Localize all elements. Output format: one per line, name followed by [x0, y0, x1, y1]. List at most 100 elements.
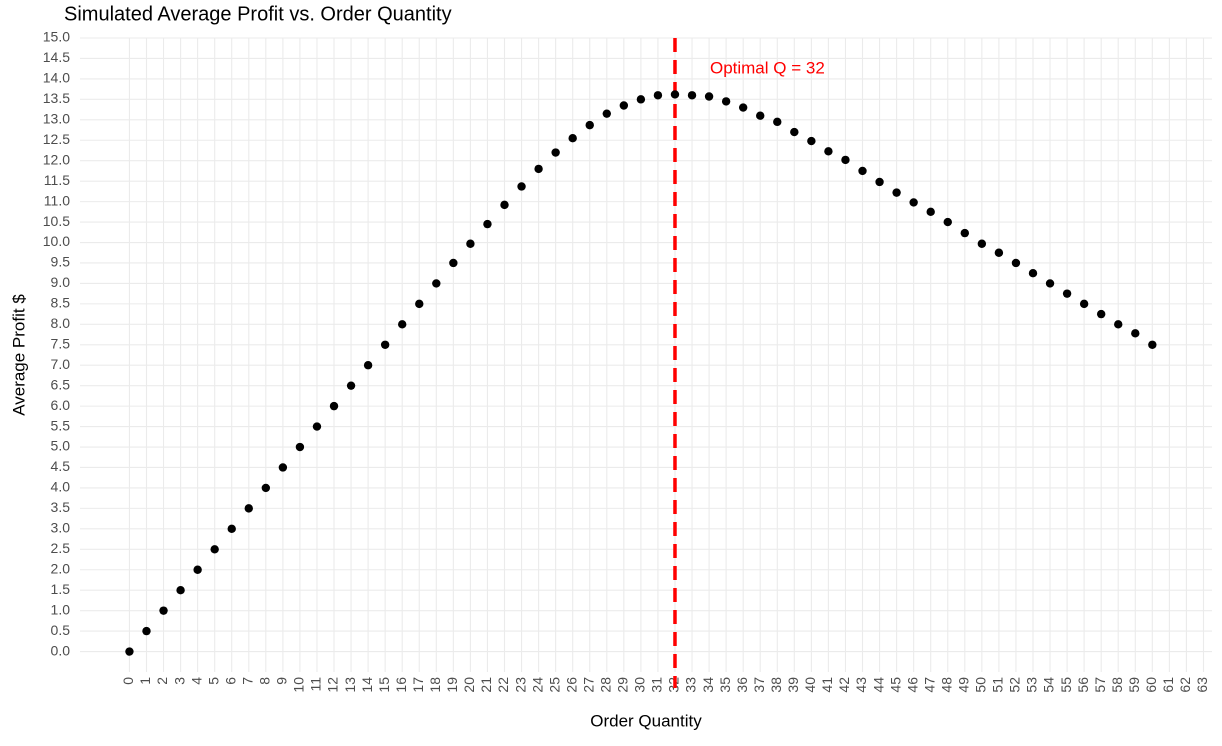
x-tick-label: 5 — [205, 677, 221, 685]
point — [960, 228, 970, 238]
y-tick-label: 12.5 — [43, 131, 70, 147]
x-tick-label: 37 — [751, 677, 767, 693]
x-tick-label: 53 — [1024, 677, 1040, 693]
point — [909, 198, 918, 207]
point — [926, 207, 935, 217]
y-tick-label: 5.5 — [51, 417, 71, 433]
x-tick-label: 46 — [904, 677, 920, 693]
point — [363, 361, 373, 370]
point — [125, 647, 134, 656]
x-tick-label: 16 — [393, 677, 409, 693]
point — [449, 258, 458, 268]
x-tick-label: 13 — [342, 677, 358, 693]
x-tick-label: 11 — [308, 677, 324, 692]
x-tick-label: 35 — [717, 677, 733, 693]
x-tick-label: 47 — [921, 677, 937, 693]
x-tick-label: 26 — [563, 677, 579, 693]
point — [1148, 340, 1157, 349]
y-tick-label: 5.0 — [51, 438, 71, 454]
x-tick-label: 25 — [546, 677, 562, 693]
y-tick-label: 13.0 — [43, 111, 70, 127]
point — [380, 340, 390, 349]
x-tick-label: 34 — [700, 677, 716, 693]
y-tick-label: 2.5 — [51, 540, 71, 556]
point — [432, 279, 441, 288]
y-tick-label: 8.5 — [51, 295, 71, 311]
x-tick-label: 38 — [768, 677, 784, 693]
point — [568, 134, 577, 143]
point — [551, 148, 560, 157]
x-tick-label: 4 — [188, 677, 204, 685]
x-tick-label: 24 — [529, 677, 545, 693]
point — [534, 164, 543, 174]
y-tick-label: 8.0 — [51, 315, 71, 331]
x-tick-label: 40 — [802, 677, 818, 693]
x-tick-label: 60 — [1143, 677, 1159, 693]
y-tick-label: 0.0 — [51, 642, 71, 658]
x-axis-title: Order Quantity — [590, 711, 702, 730]
y-tick-label: 1.5 — [51, 581, 71, 597]
y-tick-label: 3.0 — [51, 520, 71, 536]
x-tick-label: 33 — [683, 677, 699, 693]
point — [653, 91, 663, 100]
x-tick-label: 0 — [120, 677, 136, 685]
x-tick-label: 48 — [938, 677, 954, 693]
x-tick-label: 61 — [1160, 677, 1176, 693]
x-tick-label: 39 — [785, 677, 801, 693]
x-tick-label: 28 — [597, 677, 613, 693]
point — [1045, 279, 1055, 288]
x-tick-label: 1 — [137, 677, 153, 685]
x-tick-label: 22 — [495, 677, 511, 693]
y-tick-label: 1.0 — [51, 601, 71, 617]
point — [261, 483, 271, 493]
point — [193, 565, 202, 574]
point — [329, 401, 339, 411]
x-tick-label: 10 — [291, 677, 307, 693]
point — [994, 248, 1004, 257]
y-tick-label: 12.0 — [43, 151, 70, 167]
x-tick-label: 20 — [461, 677, 477, 693]
y-tick-label: 4.5 — [51, 458, 71, 474]
point — [227, 524, 236, 534]
x-tick-label: 59 — [1126, 677, 1142, 693]
x-tick-label: 54 — [1041, 677, 1057, 693]
point — [602, 109, 611, 118]
x-tick-label: 43 — [853, 677, 869, 693]
point — [176, 585, 185, 595]
x-tick-label: 18 — [427, 677, 443, 693]
x-tick-label: 19 — [444, 677, 460, 693]
y-tick-label: 7.5 — [51, 335, 71, 351]
point — [977, 239, 987, 248]
point — [1131, 329, 1140, 338]
y-tick-label: 4.0 — [51, 479, 71, 495]
point — [466, 239, 475, 248]
point — [687, 91, 697, 100]
x-tick-label: 2 — [154, 677, 170, 685]
point — [807, 136, 816, 146]
point — [142, 626, 151, 636]
x-tick-label: 58 — [1109, 677, 1125, 693]
y-tick-label: 2.0 — [51, 560, 71, 576]
x-tick-label: 42 — [836, 677, 852, 693]
x-tick-label: 56 — [1075, 677, 1091, 693]
y-tick-label: 3.5 — [51, 499, 71, 515]
x-tick-label: 49 — [956, 677, 972, 693]
point — [670, 90, 680, 99]
point — [1011, 258, 1021, 268]
x-tick-label: 6 — [222, 677, 238, 685]
y-tick-label: 15.0 — [43, 29, 70, 45]
point — [346, 381, 356, 390]
x-tick-label: 9 — [274, 677, 290, 685]
point — [210, 545, 219, 554]
point — [636, 95, 646, 104]
y-tick-label: 14.0 — [43, 70, 70, 86]
x-tick-label: 17 — [410, 677, 426, 693]
x-tick-label: 8 — [257, 677, 273, 685]
point — [790, 127, 799, 137]
point — [415, 299, 424, 309]
x-tick-label: 7 — [239, 677, 255, 685]
point — [585, 120, 594, 130]
x-tick-label: 50 — [973, 677, 989, 693]
y-tick-label: 10.0 — [43, 233, 70, 249]
x-tick-label: 23 — [512, 677, 528, 693]
